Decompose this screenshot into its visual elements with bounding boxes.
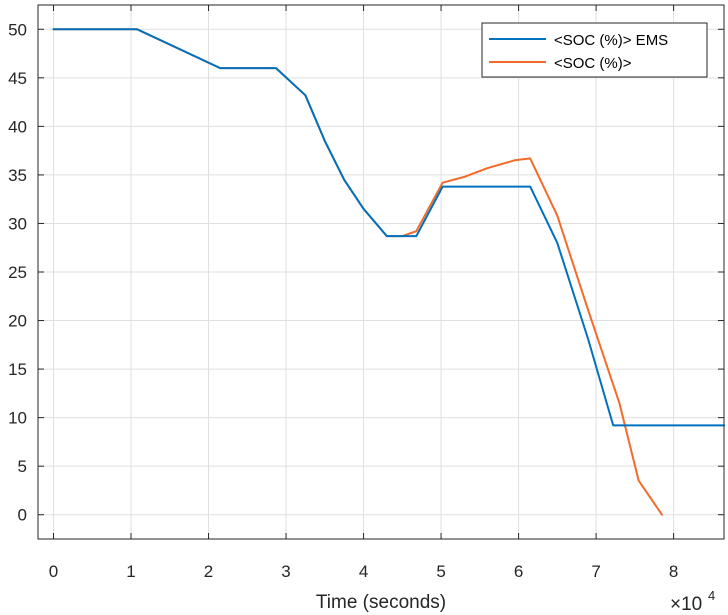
y-tick-label: 0 (18, 506, 27, 525)
y-tick-label: 10 (8, 409, 27, 428)
legend-label-soc-ems: <SOC (%)> EMS (554, 32, 668, 49)
x-tick-label: 1 (126, 562, 135, 581)
x-tick-label: 0 (49, 562, 58, 581)
x-tick-label: 8 (669, 562, 678, 581)
legend-label-soc: <SOC (%)> (554, 55, 632, 72)
y-tick-label: 15 (8, 360, 27, 379)
x-tick-label: 5 (436, 562, 445, 581)
y-tick-label: 25 (8, 263, 27, 282)
x-tick-label: 2 (204, 562, 213, 581)
y-tick-label: 45 (8, 69, 27, 88)
y-tick-label: 35 (8, 166, 27, 185)
legend: <SOC (%)> EMS <SOC (%)> (481, 22, 708, 78)
y-tick-label: 40 (8, 117, 27, 136)
series-line-0 (52, 28, 725, 427)
x-exponent-base: ×10 (670, 594, 702, 615)
y-tick-label: 5 (18, 457, 27, 476)
x-exponent-power: 4 (708, 588, 715, 603)
x-axis-label: Time (seconds) (316, 592, 446, 613)
x-tick-label: 4 (359, 562, 368, 581)
y-tick-label: 30 (8, 214, 27, 233)
y-tick-label: 50 (8, 20, 27, 39)
y-tick-label: 20 (8, 312, 27, 331)
series-layer (52, 28, 725, 516)
x-tick-label: 3 (281, 562, 290, 581)
x-tick-label: 6 (514, 562, 523, 581)
x-exponent: ×10 4 (670, 588, 715, 615)
legend-box (481, 22, 708, 78)
x-tick-label: 7 (591, 562, 600, 581)
